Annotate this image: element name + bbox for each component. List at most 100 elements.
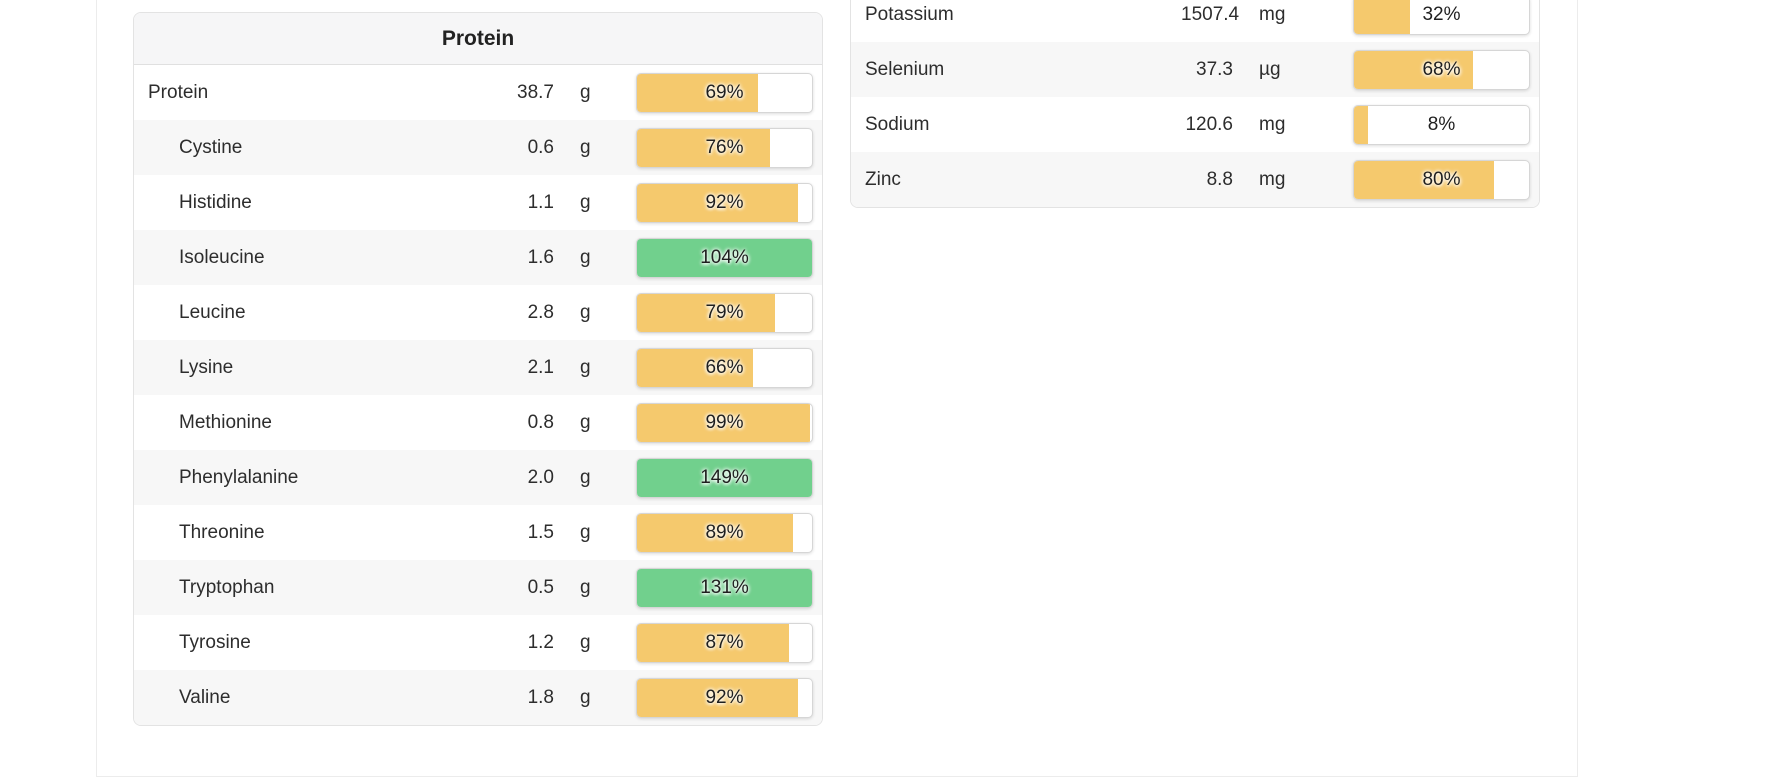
nutrient-value: 2.0 bbox=[527, 466, 554, 488]
nutrient-row: Protein 38.7 g 69% bbox=[134, 65, 822, 120]
progress-percent-label: 32% bbox=[1422, 3, 1461, 25]
nutrient-progress-bar: 66% bbox=[636, 347, 813, 388]
nutrient-label: Cystine bbox=[179, 136, 243, 158]
nutrient-label: Sodium bbox=[865, 113, 930, 135]
nutrient-value: 38.7 bbox=[517, 81, 554, 103]
nutrient-row: Threonine 1.5 g 89% bbox=[134, 505, 822, 560]
nutrient-value: 120.6 bbox=[1185, 113, 1233, 135]
protein-panel-body: Protein 38.7 g 69% Cystine 0.6 g 76% Histidine 1.… bbox=[134, 65, 822, 725]
progress-percent-label: 66% bbox=[705, 356, 744, 378]
progress-percent-label: 92% bbox=[705, 191, 744, 213]
minerals-panel: Potassium 1507.4 mg 32% Selenium 37.3 µg 68% Sod… bbox=[850, 0, 1540, 208]
progress-fill bbox=[1354, 105, 1368, 144]
nutrient-value: 37.3 bbox=[1196, 58, 1233, 80]
nutrient-row: Tyrosine 1.2 g 87% bbox=[134, 615, 822, 670]
nutrient-progress-bar: 89% bbox=[636, 512, 813, 553]
nutrient-row: Phenylalanine 2.0 g 149% bbox=[134, 450, 822, 505]
nutrient-row: Tryptophan 0.5 g 131% bbox=[134, 560, 822, 615]
nutrient-progress-bar: 99% bbox=[636, 402, 813, 443]
nutrient-progress-bar: 87% bbox=[636, 622, 813, 663]
progress-fill bbox=[637, 403, 811, 442]
nutrient-value: 1507.4 bbox=[1181, 3, 1240, 25]
progress-fill bbox=[637, 458, 812, 497]
progress-percent-label: 92% bbox=[705, 686, 744, 708]
nutrient-label: Threonine bbox=[179, 521, 265, 543]
progress-fill bbox=[1354, 160, 1494, 199]
nutrient-value: 0.6 bbox=[527, 136, 554, 158]
progress-fill bbox=[637, 238, 812, 277]
minerals-panel-body: Potassium 1507.4 mg 32% Selenium 37.3 µg 68% Sod… bbox=[851, 0, 1539, 207]
progress-percent-label: 104% bbox=[700, 246, 749, 268]
progress-percent-label: 89% bbox=[705, 521, 744, 543]
nutrient-row: Selenium 37.3 µg 68% bbox=[851, 42, 1539, 97]
nutrient-label: Tryptophan bbox=[179, 576, 275, 598]
nutrient-unit: g bbox=[580, 411, 591, 433]
progress-fill bbox=[637, 183, 798, 222]
protein-panel-title: Protein bbox=[441, 26, 515, 50]
nutrient-progress-bar: 92% bbox=[636, 182, 813, 223]
nutrient-unit: g bbox=[580, 81, 591, 103]
nutrient-row: Sodium 120.6 mg 8% bbox=[851, 97, 1539, 152]
nutrient-progress-bar: 149% bbox=[636, 457, 813, 498]
nutrient-progress-bar: 69% bbox=[636, 72, 813, 113]
nutrient-row: Cystine 0.6 g 76% bbox=[134, 120, 822, 175]
nutrient-unit: g bbox=[580, 191, 591, 213]
nutrient-unit: g bbox=[580, 466, 591, 488]
nutrient-row: Leucine 2.8 g 79% bbox=[134, 285, 822, 340]
progress-fill bbox=[637, 73, 758, 112]
nutrient-progress-bar: 32% bbox=[1353, 0, 1530, 35]
nutrient-value: 8.8 bbox=[1206, 168, 1233, 190]
nutrient-label: Protein bbox=[148, 81, 209, 103]
nutrient-value: 1.6 bbox=[527, 246, 554, 268]
progress-percent-label: 76% bbox=[705, 136, 744, 158]
nutrient-value: 2.1 bbox=[527, 356, 554, 378]
nutrient-unit: g bbox=[580, 631, 591, 653]
progress-fill bbox=[637, 348, 753, 387]
nutrient-unit: g bbox=[580, 246, 591, 268]
protein-panel-header: Protein bbox=[134, 13, 822, 65]
nutrient-unit: g bbox=[580, 686, 591, 708]
nutrient-value: 1.2 bbox=[527, 631, 554, 653]
nutrient-progress-bar: 92% bbox=[636, 677, 813, 718]
nutrient-value: 1.1 bbox=[527, 191, 554, 213]
nutrient-progress-bar: 68% bbox=[1353, 49, 1530, 90]
protein-panel: Protein Protein 38.7 g 69% Cystine 0.6 g 76% His… bbox=[133, 12, 823, 726]
nutrient-progress-bar: 76% bbox=[636, 127, 813, 168]
nutrient-progress-bar: 104% bbox=[636, 237, 813, 278]
nutrient-unit: g bbox=[580, 136, 591, 158]
nutrient-value: 2.8 bbox=[527, 301, 554, 323]
nutrient-unit: mg bbox=[1259, 3, 1286, 25]
nutrient-row: Valine 1.8 g 92% bbox=[134, 670, 822, 725]
nutrient-label: Histidine bbox=[179, 191, 252, 213]
progress-percent-label: 8% bbox=[1427, 113, 1456, 135]
progress-percent-label: 149% bbox=[700, 466, 749, 488]
nutrient-label: Methionine bbox=[179, 411, 272, 433]
nutrient-row: Histidine 1.1 g 92% bbox=[134, 175, 822, 230]
nutrient-unit: g bbox=[580, 301, 591, 323]
nutrient-progress-bar: 131% bbox=[636, 567, 813, 608]
progress-percent-label: 87% bbox=[705, 631, 744, 653]
nutrient-label: Isoleucine bbox=[179, 246, 265, 268]
progress-percent-label: 131% bbox=[700, 576, 749, 598]
nutrient-unit: g bbox=[580, 521, 591, 543]
nutrient-value: 1.8 bbox=[527, 686, 554, 708]
progress-fill bbox=[637, 128, 770, 167]
progress-percent-label: 69% bbox=[705, 81, 744, 103]
nutrient-label: Leucine bbox=[179, 301, 246, 323]
progress-fill bbox=[637, 293, 776, 332]
progress-percent-label: 79% bbox=[705, 301, 744, 323]
nutrient-row: Methionine 0.8 g 99% bbox=[134, 395, 822, 450]
nutrient-label: Tyrosine bbox=[179, 631, 251, 653]
progress-percent-label: 80% bbox=[1422, 168, 1461, 190]
nutrient-progress-bar: 8% bbox=[1353, 104, 1530, 145]
nutrient-unit: mg bbox=[1259, 168, 1286, 190]
nutrient-value: 0.5 bbox=[527, 576, 554, 598]
progress-fill bbox=[637, 513, 793, 552]
nutrient-label: Potassium bbox=[865, 3, 954, 25]
nutrient-label: Lysine bbox=[179, 356, 234, 378]
nutrient-label: Zinc bbox=[865, 168, 901, 190]
nutrient-label: Selenium bbox=[865, 58, 945, 80]
nutrient-row: Isoleucine 1.6 g 104% bbox=[134, 230, 822, 285]
nutrient-unit: g bbox=[580, 356, 591, 378]
nutrient-row: Lysine 2.1 g 66% bbox=[134, 340, 822, 395]
